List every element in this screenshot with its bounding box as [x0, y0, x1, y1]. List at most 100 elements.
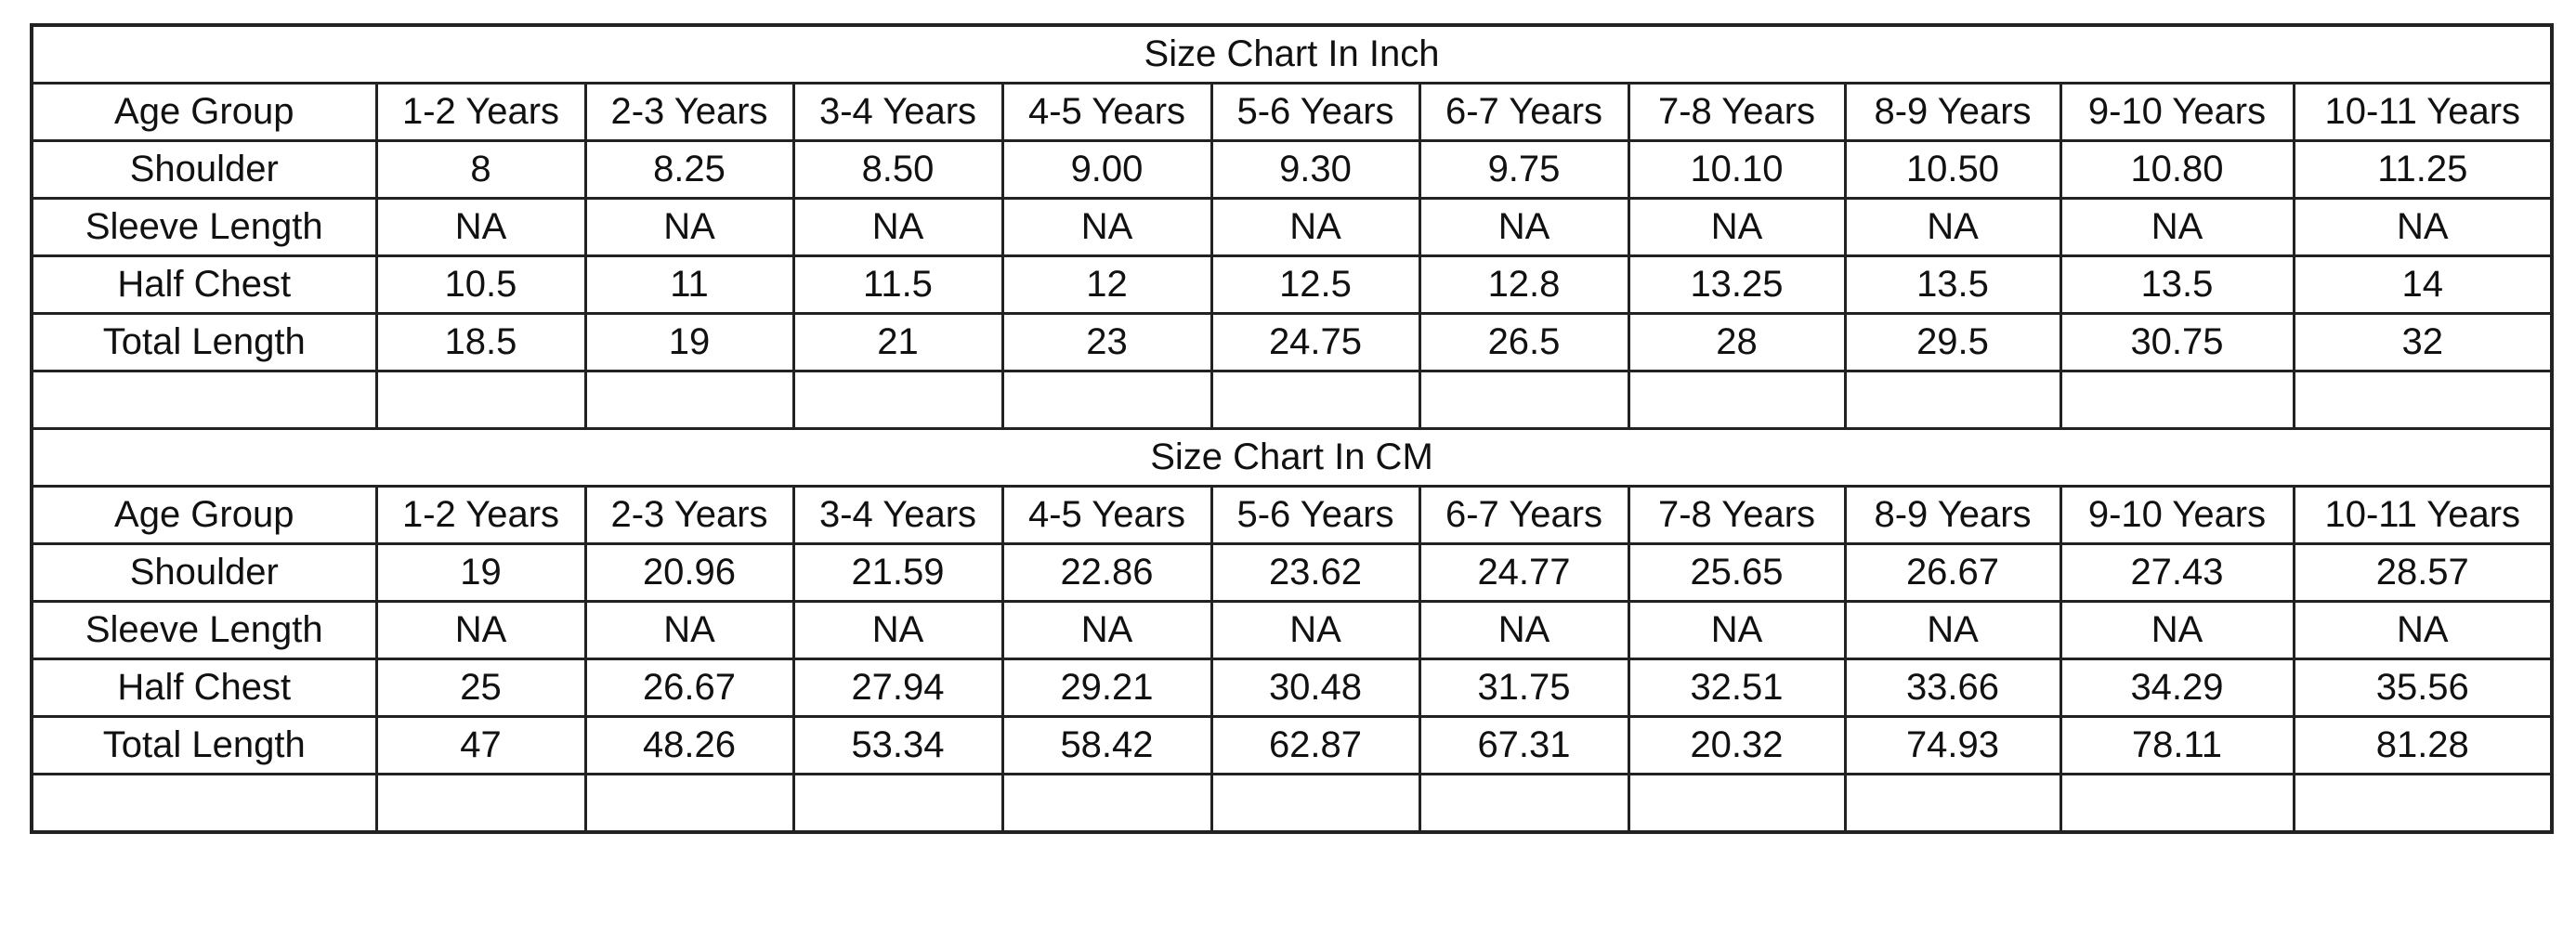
row-label: Half Chest [30, 658, 378, 718]
cell: 24.75 [1210, 312, 1421, 372]
data-row: Sleeve Length NA NA NA NA NA NA NA NA NA NA [30, 600, 2554, 660]
table-title: Size Chart In Inch [30, 23, 2554, 85]
header-cell: 2-3 Years [583, 485, 795, 545]
cell: 8 [374, 139, 587, 200]
header-cell: 1-2 Years [374, 485, 587, 545]
cell: 53.34 [791, 715, 1004, 775]
empty-cell [2292, 773, 2554, 834]
data-row: Total Length 47 48.26 53.34 58.42 62.87 67.31 2… [30, 715, 2554, 775]
empty-cell [1418, 370, 1630, 430]
cell: 25 [374, 658, 587, 718]
cell: 22.86 [1000, 542, 1213, 603]
cell: 74.93 [1843, 715, 2062, 775]
header-cell: 5-6 Years [1210, 82, 1421, 142]
cell: 9.30 [1210, 139, 1421, 200]
cell: 78.11 [2059, 715, 2295, 775]
empty-cell [1210, 370, 1421, 430]
empty-cell [1418, 773, 1630, 834]
cell: NA [2292, 197, 2554, 257]
header-row: Age Group 1-2 Years 2-3 Years 3-4 Years 4-5 … [30, 82, 2554, 142]
data-row: Half Chest 10.5 11 11.5 12 12.5 12.8 13.25 13.5 1… [30, 254, 2554, 315]
cell: 26.67 [1843, 542, 2062, 603]
cell: 27.94 [791, 658, 1004, 718]
header-cell: 1-2 Years [374, 82, 587, 142]
header-cell: 6-7 Years [1418, 485, 1630, 545]
cell: 31.75 [1418, 658, 1630, 718]
cell: 20.96 [583, 542, 795, 603]
cell: 25.65 [1627, 542, 1847, 603]
cell: 20.32 [1627, 715, 1847, 775]
empty-cell [2059, 773, 2295, 834]
header-cell: 3-4 Years [791, 82, 1004, 142]
header-cell: 10-11 Years [2292, 82, 2554, 142]
cell: 11 [583, 254, 795, 315]
row-label: Total Length [30, 312, 378, 372]
header-cell: 7-8 Years [1627, 485, 1847, 545]
cell: 12.5 [1210, 254, 1421, 315]
cell: 12.8 [1418, 254, 1630, 315]
empty-cell [2292, 370, 2554, 430]
header-cell: 8-9 Years [1843, 485, 2062, 545]
cell: 23.62 [1210, 542, 1421, 603]
cell: 26.5 [1418, 312, 1630, 372]
cell: 18.5 [374, 312, 587, 372]
empty-cell [1843, 370, 2062, 430]
empty-cell [791, 370, 1004, 430]
cell: NA [791, 197, 1004, 257]
data-row: Total Length 18.5 19 21 23 24.75 26.5 28 29.5 30.… [30, 312, 2554, 372]
size-chart: Size Chart In Inch Age Group 1-2 Years 2-3 … [30, 23, 2555, 834]
cell: 29.21 [1000, 658, 1213, 718]
cell: NA [1210, 197, 1421, 257]
cell: NA [1627, 197, 1847, 257]
empty-cell [30, 773, 378, 834]
empty-cell [374, 370, 587, 430]
empty-row [30, 773, 2554, 834]
cell: 13.5 [1843, 254, 2062, 315]
empty-cell [791, 773, 1004, 834]
cell: NA [1210, 600, 1421, 660]
cell: 30.75 [2059, 312, 2295, 372]
cell: NA [791, 600, 1004, 660]
row-label: Shoulder [30, 139, 378, 200]
header-cell: 9-10 Years [2059, 82, 2295, 142]
empty-cell [1000, 773, 1213, 834]
cell: 9.00 [1000, 139, 1213, 200]
header-cell: 5-6 Years [1210, 485, 1421, 545]
cell: 35.56 [2292, 658, 2554, 718]
header-cell: 4-5 Years [1000, 82, 1213, 142]
cell: 19 [374, 542, 587, 603]
cell: 11.5 [791, 254, 1004, 315]
empty-cell [583, 773, 795, 834]
empty-cell [1627, 370, 1847, 430]
cell: 28.57 [2292, 542, 2554, 603]
cell: NA [1000, 600, 1213, 660]
cell: 10.50 [1843, 139, 2062, 200]
empty-cell [1627, 773, 1847, 834]
title-row: Size Chart In Inch [30, 23, 2554, 85]
cell: NA [583, 197, 795, 257]
header-cell: Age Group [30, 82, 378, 142]
header-cell: 9-10 Years [2059, 485, 2295, 545]
cell: 58.42 [1000, 715, 1213, 775]
cell: 8.50 [791, 139, 1004, 200]
row-label: Total Length [30, 715, 378, 775]
header-row: Age Group 1-2 Years 2-3 Years 3-4 Years 4-5 … [30, 485, 2554, 545]
empty-cell [2059, 370, 2295, 430]
cell: 10.80 [2059, 139, 2295, 200]
cell: NA [1843, 600, 2062, 660]
header-cell: Age Group [30, 485, 378, 545]
row-label: Half Chest [30, 254, 378, 315]
cell: 34.29 [2059, 658, 2295, 718]
cell: 32.51 [1627, 658, 1847, 718]
header-cell: 10-11 Years [2292, 485, 2554, 545]
data-row: Sleeve Length NA NA NA NA NA NA NA NA NA NA [30, 197, 2554, 257]
data-row: Shoulder 8 8.25 8.50 9.00 9.30 9.75 10.10 10.50 1… [30, 139, 2554, 200]
cell: 21.59 [791, 542, 1004, 603]
data-row: Shoulder 19 20.96 21.59 22.86 23.62 24.77 25.65… [30, 542, 2554, 603]
table-title: Size Chart In CM [30, 427, 2554, 488]
cell: 27.43 [2059, 542, 2295, 603]
cell: 29.5 [1843, 312, 2062, 372]
cell: 32 [2292, 312, 2554, 372]
cell: 62.87 [1210, 715, 1421, 775]
